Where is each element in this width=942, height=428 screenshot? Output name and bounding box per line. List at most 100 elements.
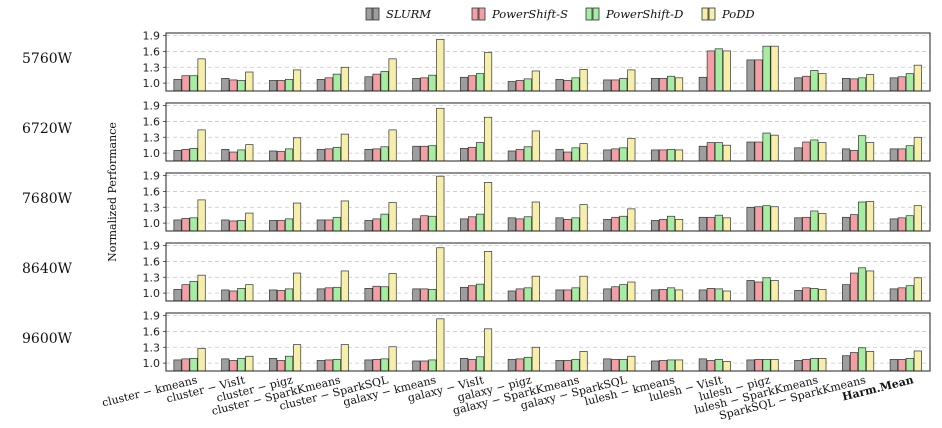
bar-powershift-d [237, 357, 246, 372]
bar-powershift-s [181, 358, 190, 372]
bar-podd [484, 328, 493, 372]
bar-powershift-s [563, 289, 572, 302]
legend-swatch [592, 7, 600, 21]
bar-podd [579, 69, 588, 92]
bar-powershift-s [563, 151, 572, 162]
bar-slurm [842, 284, 851, 302]
bar-slurm [651, 220, 660, 232]
y-tick-label: 1.9 [143, 240, 161, 253]
bar-podd [197, 274, 206, 302]
bar-powershift-s [420, 215, 429, 232]
bar-slurm [364, 220, 373, 232]
bar-podd [484, 52, 493, 92]
bar-powershift-d [237, 149, 246, 162]
y-tick-label: 1.3 [143, 61, 161, 74]
bar-powershift-d [810, 357, 819, 372]
bar-powershift-d [905, 73, 914, 92]
bar-podd [675, 149, 684, 162]
bar-powershift-d [571, 217, 580, 232]
bar-powershift-s [897, 76, 906, 92]
bar-podd [675, 77, 684, 92]
bar-powershift-s [515, 358, 524, 372]
bar-slurm [460, 147, 469, 162]
y-tick-label: 1.6 [143, 325, 161, 338]
bar-slurm [316, 219, 325, 232]
bar-powershift-s [324, 148, 333, 162]
legend-label: PoDD [721, 7, 755, 21]
bar-podd [484, 251, 493, 302]
bar-slurm [651, 289, 660, 302]
panel-frame [165, 172, 931, 232]
bar-powershift-d [380, 213, 389, 232]
bar-slurm [603, 149, 612, 162]
bar-podd [913, 64, 922, 92]
bar-podd [579, 351, 588, 372]
y-tick-label: 1.9 [143, 30, 161, 43]
bar-powershift-s [706, 360, 715, 372]
bar-slurm [698, 358, 707, 372]
bar-powershift-s [515, 218, 524, 232]
bar-powershift-s [372, 73, 381, 92]
bar-powershift-d [905, 145, 914, 162]
bar-powershift-d [285, 148, 294, 162]
bar-powershift-d [762, 277, 771, 302]
bar-powershift-d [714, 214, 723, 232]
panel-power-label: 7680W [22, 191, 73, 207]
bar-powershift-d [714, 48, 723, 92]
y-tick-label: 1.6 [143, 255, 161, 268]
bar-podd [579, 204, 588, 232]
bar-powershift-d [237, 80, 246, 92]
panel-power-label: 6720W [22, 121, 73, 137]
bar-slurm [746, 59, 755, 92]
y-tick-label: 1.6 [143, 45, 161, 58]
bar-slurm [507, 150, 516, 162]
bar-slurm [412, 218, 421, 232]
bar-powershift-s [897, 359, 906, 372]
bar-podd [293, 202, 302, 232]
bar-powershift-s [181, 284, 190, 302]
legend-swatch [708, 7, 716, 21]
bar-powershift-d [571, 287, 580, 302]
bar-powershift-s [229, 360, 238, 372]
bar-podd [866, 142, 875, 162]
bar-powershift-d [189, 217, 198, 232]
bar-podd [675, 359, 684, 372]
bar-podd [340, 66, 349, 92]
bar-powershift-d [476, 73, 485, 92]
bar-powershift-d [428, 359, 437, 372]
bar-powershift-s [515, 80, 524, 92]
bar-slurm [173, 359, 182, 372]
bar-podd [293, 137, 302, 162]
bar-powershift-s [802, 75, 811, 92]
bar-podd [531, 275, 540, 302]
bar-powershift-s [897, 287, 906, 302]
bar-powershift-s [277, 360, 286, 372]
bar-powershift-s [229, 151, 238, 162]
bar-podd [866, 201, 875, 232]
bar-powershift-s [324, 77, 333, 92]
bar-slurm [316, 288, 325, 302]
bar-podd [436, 318, 445, 372]
bar-podd [436, 38, 445, 92]
bar-powershift-d [189, 147, 198, 162]
bar-powershift-d [571, 359, 580, 372]
bar-podd [579, 143, 588, 162]
bar-podd [340, 200, 349, 232]
bar-powershift-d [332, 146, 341, 162]
bar-powershift-s [611, 216, 620, 232]
bar-slurm [221, 149, 230, 162]
bar-slurm [364, 149, 373, 162]
bar-powershift-s [754, 206, 763, 232]
bar-powershift-d [476, 356, 485, 372]
bar-podd [245, 71, 254, 92]
bar-slurm [651, 77, 660, 92]
panel-power-label: 9600W [22, 331, 73, 347]
bar-powershift-s [324, 359, 333, 372]
bar-podd [722, 50, 731, 92]
bar-slurm [794, 290, 803, 302]
bar-powershift-s [372, 285, 381, 302]
y-tick-label: 1.6 [143, 185, 161, 198]
bar-powershift-s [802, 141, 811, 162]
bar-powershift-s [850, 78, 859, 92]
y-tick-label: 1.0 [143, 77, 161, 90]
